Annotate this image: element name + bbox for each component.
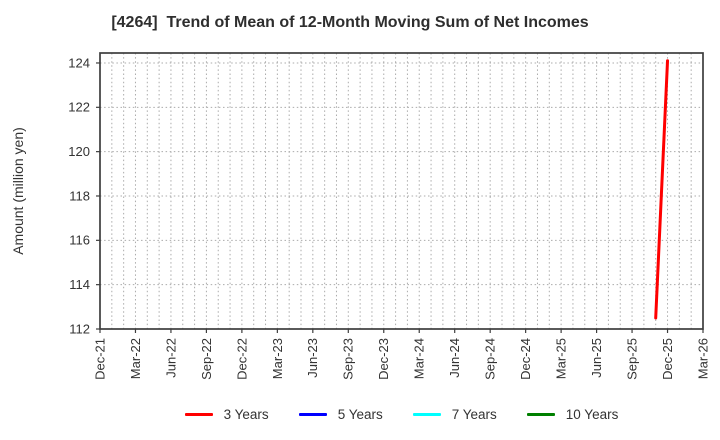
x-tick-label-Dec-24: Dec-24 — [518, 338, 533, 380]
legend-swatch — [298, 412, 327, 416]
chart-title: [4264] Trend of Mean of 12-Month Moving … — [111, 14, 589, 31]
x-tick-label-Jun-24: Jun-24 — [447, 338, 462, 378]
x-tick-label-Sep-23: Sep-23 — [341, 338, 356, 380]
x-tick-label-Mar-24: Mar-24 — [412, 338, 427, 379]
x-tick-label-Jun-23: Jun-23 — [305, 338, 320, 378]
y-tick-label-122: 122 — [68, 100, 90, 115]
x-tick-label-Sep-25: Sep-25 — [624, 338, 639, 380]
legend-label: 7 Years — [451, 406, 497, 422]
y-tick-label-120: 120 — [68, 144, 90, 159]
y-tick-label-116: 116 — [69, 233, 90, 248]
legend-label: 5 Years — [337, 406, 383, 422]
x-tick-label-Dec-25: Dec-25 — [660, 338, 675, 380]
x-tick-label-Sep-24: Sep-24 — [483, 338, 498, 380]
legend-label: 10 Years — [565, 406, 619, 422]
legend: 3 Years 5 Years 7 Years 10 Years — [100, 403, 703, 425]
x-tick-label-Jun-22: Jun-22 — [163, 338, 178, 378]
x-tick-label-Dec-22: Dec-22 — [234, 338, 249, 380]
x-tick-label-Mar-23: Mar-23 — [270, 338, 285, 379]
legend-swatch — [412, 412, 441, 416]
legend-item-5-years: 5 Years — [298, 406, 383, 422]
legend-swatch — [184, 412, 213, 416]
x-tick-label-Mar-22: Mar-22 — [128, 338, 143, 379]
y-tick-label-114: 114 — [69, 277, 90, 292]
x-tick-label-Dec-21: Dec-21 — [92, 338, 107, 380]
x-tick-label-Mar-26: Mar-26 — [695, 338, 710, 379]
x-tick-label-Mar-25: Mar-25 — [554, 338, 569, 379]
x-tick-label-Dec-23: Dec-23 — [376, 338, 391, 380]
x-tick-label-Jun-25: Jun-25 — [589, 338, 604, 378]
legend-item-3-years: 3 Years — [184, 406, 269, 422]
x-tick-label-Sep-22: Sep-22 — [199, 338, 214, 380]
plot-border — [99, 52, 704, 330]
legend-label: 3 Years — [223, 406, 269, 422]
y-tick-label-124: 124 — [68, 55, 90, 70]
y-tick-label-118: 118 — [69, 188, 90, 203]
legend-item-7-years: 7 Years — [412, 406, 497, 422]
legend-item-10-years: 10 Years — [526, 406, 619, 422]
series-line-3-years — [654, 59, 670, 320]
legend-swatch — [526, 412, 555, 416]
y-tick-label-112: 112 — [69, 321, 90, 336]
